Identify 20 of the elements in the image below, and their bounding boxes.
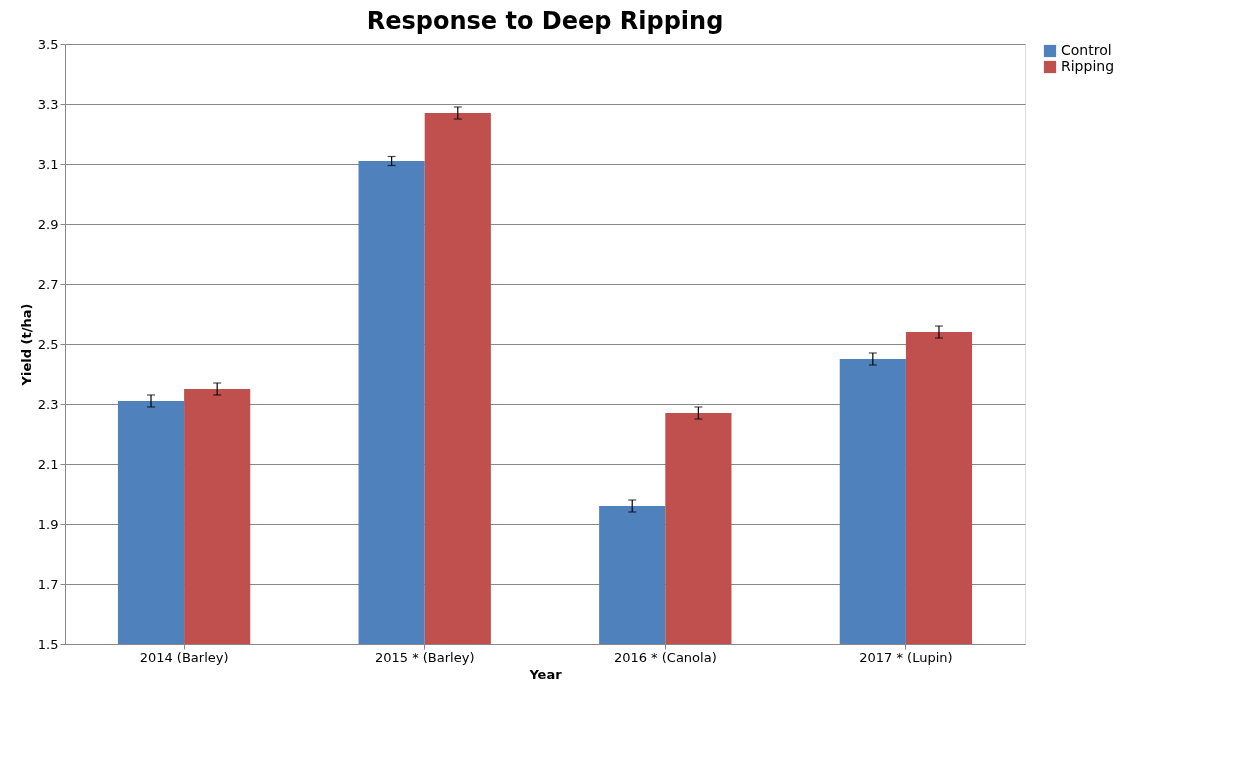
y-axis-title: Yield (t/ha) (18, 303, 34, 387)
y-tick-label: 1.5 (37, 636, 59, 652)
y-tick-label: 1.7 (37, 576, 59, 592)
x-tick-label: 2015 * (Barley) (374, 649, 475, 665)
x-tick-label: 2014 (Barley) (139, 649, 229, 665)
y-tick-label: 3.3 (37, 96, 59, 112)
chart-title: Response to Deep Ripping (366, 7, 724, 35)
y-tick-label: 1.9 (37, 516, 59, 532)
x-axis-title: Year (528, 666, 563, 682)
x-tick-label: 2017 * (Lupin) (859, 649, 953, 665)
y-tick-label: 2.7 (37, 276, 59, 292)
y-tick-label: 2.5 (37, 336, 59, 352)
y-tick-label: 2.9 (37, 216, 59, 232)
y-tick-label: 2.1 (37, 456, 59, 472)
y-tick-label: 3.1 (37, 156, 59, 172)
legend-label: Ripping (1061, 58, 1115, 74)
y-tick-label: 3.5 (37, 36, 59, 52)
y-tick-label: 2.3 (37, 396, 59, 412)
legend-label: Control (1061, 42, 1112, 58)
x-tick-label: 2016 * (Canola) (613, 649, 717, 665)
